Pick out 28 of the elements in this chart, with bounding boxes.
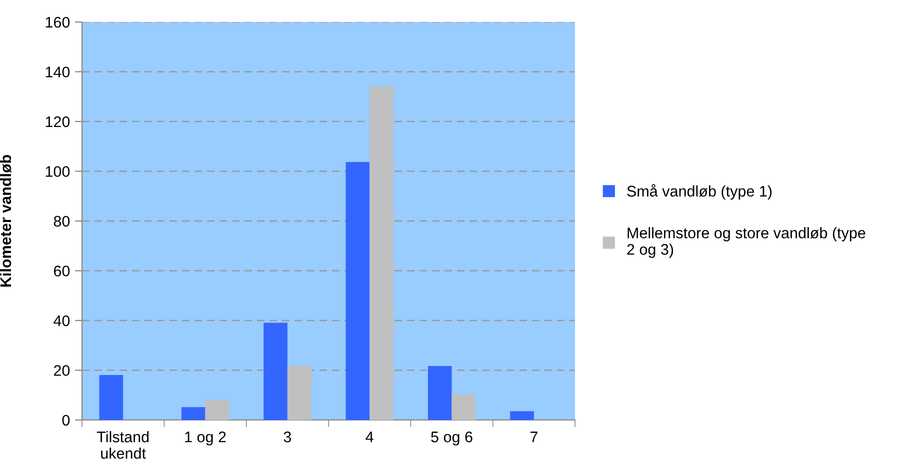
y-axis-title: Kilometer vandløb (0, 154, 12, 287)
bar (370, 86, 394, 420)
y-tick-label: 60 (54, 266, 70, 276)
bar (287, 366, 312, 420)
y-tick-label: 100 (46, 166, 70, 177)
x-tick-label: 4 (366, 432, 374, 442)
y-tick-label: 160 (46, 16, 70, 28)
bar (99, 374, 124, 420)
x-tick-label: 3 (284, 432, 291, 442)
bar (346, 162, 370, 420)
x-tick-label: 1 og 2 (185, 432, 226, 446)
y-tick-label: 140 (46, 66, 70, 78)
x-tick-label: 7 (530, 432, 538, 442)
bar (510, 411, 534, 420)
y-tick-label: 80 (54, 216, 70, 227)
bar (264, 322, 288, 420)
legend-label: Mellemstore og store vandløb (type 2 og 3) (627, 227, 866, 258)
x-tick-label: 5 og 6 (431, 432, 472, 446)
bar (181, 407, 206, 420)
y-tick-label: 0 (62, 414, 70, 426)
bar (452, 394, 476, 420)
y-tick-label: 120 (46, 116, 70, 128)
y-tick-label: 40 (54, 315, 70, 326)
bar (205, 400, 230, 420)
x-tick-label: Tilstand ukendt (96, 431, 149, 459)
y-tick-label: 20 (54, 365, 70, 376)
bar (428, 366, 452, 420)
legend-label: Små vandløb (type 1) (627, 184, 772, 200)
